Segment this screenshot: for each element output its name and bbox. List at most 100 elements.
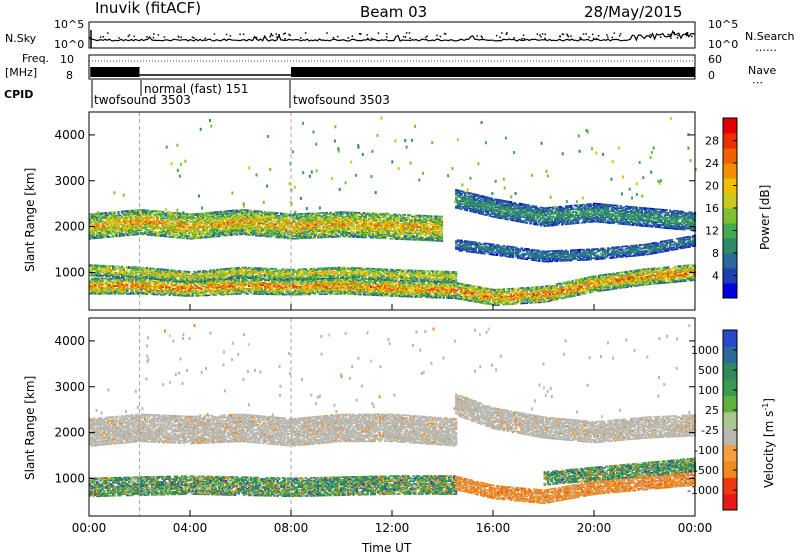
nsearch-legend-dots: …… (755, 41, 777, 54)
nsearch-dot (598, 35, 600, 37)
nsearch-dot (409, 32, 411, 34)
power-cell-0 (126, 284, 128, 286)
nsearch-dot (378, 32, 380, 34)
nsearch-dot (192, 37, 194, 39)
nsearch-dot (409, 38, 411, 40)
nsearch-dot (406, 32, 408, 34)
beam-title: Beam 03 (360, 3, 427, 21)
nsearch-dot (606, 34, 608, 36)
nsearch-dot (107, 32, 109, 34)
nsearch-dot (278, 36, 280, 38)
nsearch-dot (230, 35, 232, 37)
cpid-entry-3: twofsound 3503 (293, 93, 390, 107)
nsearch-dot (687, 32, 689, 34)
nsearch-dot (371, 38, 373, 40)
nsearch-dot (570, 35, 572, 37)
nsearch-tick-bottom: 10^0 (708, 38, 738, 51)
nsearch-dot (521, 38, 523, 40)
cpid-row: CPID twofsound 3503 normal (fast) 151 tw… (4, 80, 390, 108)
nsearch-dot (667, 34, 669, 36)
nsearch-dot (270, 35, 272, 37)
nsearch-dot (239, 34, 241, 36)
nsearch-dot (619, 35, 621, 37)
nsky-panel: N.Sky 10^5 10^0 10^5 10^0 N.Search …… (5, 18, 795, 54)
freq-tick-bottom: 8 (66, 69, 73, 82)
nsky-tick-bottom: 10^0 (54, 38, 84, 51)
nsearch-dot (537, 34, 539, 36)
nsearch-dot (153, 33, 155, 35)
freq-band-1 (90, 67, 139, 77)
nsearch-dot (635, 38, 637, 40)
nsearch-dot (542, 33, 544, 35)
nsearch-dot (284, 33, 286, 35)
nsearch-dot (348, 37, 350, 39)
freq-panel: Freq. [MHz] 10 8 60 0 Nave ⋯ (5, 52, 776, 89)
nsearch-dot (593, 38, 595, 40)
nsearch-dot (686, 35, 688, 37)
nsearch-dot (649, 34, 651, 36)
freq-label: Freq. (22, 52, 49, 65)
nave-tick-top: 60 (708, 53, 722, 66)
freq-band-2 (291, 67, 695, 77)
nsearch-dot (103, 36, 105, 38)
nsearch-dot (539, 34, 541, 36)
nsearch-dot (436, 35, 438, 37)
nsearch-dot (583, 33, 585, 35)
nsearch-dot (276, 36, 278, 38)
nsearch-dot (545, 34, 547, 36)
nsearch-dot (620, 33, 622, 35)
nsearch-dot (360, 33, 362, 35)
nsearch-dot (671, 34, 673, 36)
nsearch-dot (426, 36, 428, 38)
nsky-tick-top: 10^5 (54, 18, 84, 31)
nsearch-dot (129, 34, 131, 36)
nsearch-dot (440, 36, 442, 38)
nsearch-dot (146, 36, 148, 38)
nsearch-tick-top: 10^5 (708, 18, 738, 31)
nsearch-dot (674, 32, 676, 34)
nsky-trace (89, 30, 695, 48)
nsearch-dot (579, 37, 581, 39)
nsearch-dot (559, 36, 561, 38)
nsearch-dot (496, 35, 498, 37)
station-title: Inuvik (fitACF) (95, 0, 201, 17)
nsearch-dot (677, 35, 679, 37)
nsearch-dot (513, 37, 515, 39)
nsearch-dot (481, 36, 483, 38)
nsearch-dot (271, 33, 273, 35)
nsearch-dot (588, 36, 590, 38)
nsearch-dot (278, 34, 280, 36)
nsearch-dot (158, 34, 160, 36)
nsearch-dot (128, 36, 130, 38)
nsearch-dot (670, 37, 672, 39)
nsearch-dot (243, 34, 245, 36)
cpid-entry-2: normal (fast) 151 (144, 82, 248, 96)
nsearch-dot (326, 32, 328, 34)
nsearch-dot (544, 38, 546, 40)
nsearch-dot (660, 36, 662, 38)
nsearch-dot (563, 34, 565, 36)
nsearch-dot (501, 32, 503, 34)
nsearch-dot (614, 32, 616, 34)
nsearch-dot (256, 37, 257, 39)
freq-trace (89, 61, 695, 77)
nsearch-dot (403, 36, 405, 38)
freq-unit-label: [MHz] (5, 66, 37, 79)
figure: Inuvik (fitACF) Beam 03 28/May/2015 N.Sk… (0, 0, 800, 554)
cpid-label: CPID (4, 88, 33, 101)
nsearch-dot (367, 38, 369, 40)
nsearch-dot (540, 36, 542, 38)
nsearch-dot (272, 35, 274, 37)
nsearch-dot (386, 36, 388, 38)
nave-legend-dots: ⋯ (752, 76, 763, 89)
nave-tick-bottom: 0 (708, 69, 715, 82)
nsearch-dot (596, 38, 598, 40)
nsearch-dot (506, 34, 508, 36)
nsearch-dot (592, 34, 594, 36)
nsearch-dot (133, 36, 135, 38)
freq-tick-top: 10 (60, 53, 74, 66)
nsearch-dot (276, 33, 278, 35)
nsearch-dot (677, 37, 679, 39)
nsearch-dot (284, 38, 286, 40)
